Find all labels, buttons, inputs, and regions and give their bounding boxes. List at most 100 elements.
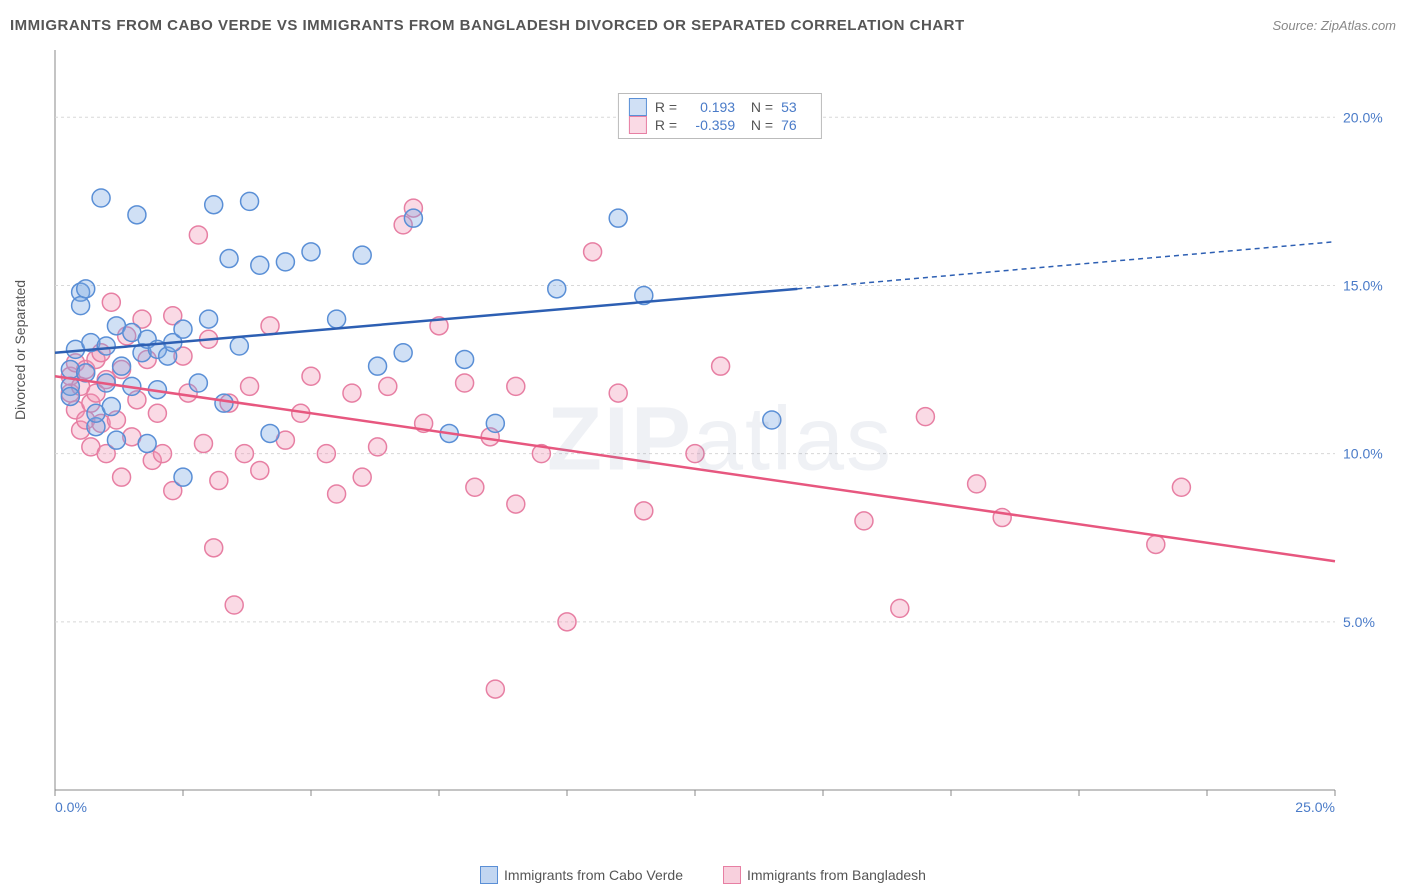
legend-swatch — [629, 98, 647, 116]
y-tick-label: 20.0% — [1343, 109, 1383, 125]
r-value: 0.193 — [685, 99, 735, 115]
x-tick-label: 0.0% — [55, 799, 87, 815]
chart-title: IMMIGRANTS FROM CABO VERDE VS IMMIGRANTS… — [10, 17, 965, 34]
correlation-legend: R = 0.193 N = 53 R = -0.359 N = 76 — [618, 93, 822, 139]
data-point — [855, 512, 873, 530]
r-value: -0.359 — [685, 117, 735, 133]
data-point — [174, 468, 192, 486]
data-point — [916, 408, 934, 426]
data-point — [317, 445, 335, 463]
data-point — [128, 206, 146, 224]
n-label: N = — [743, 99, 773, 115]
data-point — [328, 485, 346, 503]
data-point — [486, 680, 504, 698]
data-point — [891, 599, 909, 617]
data-point — [394, 344, 412, 362]
chart-area: 5.0%10.0%15.0%20.0%0.0%25.0% ZIPatlas R … — [50, 45, 1390, 835]
data-point — [353, 468, 371, 486]
x-tick-label: 25.0% — [1295, 799, 1335, 815]
n-value: 76 — [781, 117, 811, 133]
data-point — [200, 310, 218, 328]
data-point — [205, 539, 223, 557]
data-point — [404, 209, 422, 227]
trend-line-extrapolated — [797, 242, 1335, 289]
y-tick-label: 5.0% — [1343, 614, 1375, 630]
n-value: 53 — [781, 99, 811, 115]
data-point — [225, 596, 243, 614]
data-point — [251, 461, 269, 479]
data-point — [261, 317, 279, 335]
data-point — [107, 431, 125, 449]
legend-row: R = 0.193 N = 53 — [629, 98, 811, 116]
data-point — [379, 377, 397, 395]
data-point — [241, 377, 259, 395]
data-point — [609, 384, 627, 402]
y-tick-label: 10.0% — [1343, 446, 1383, 462]
data-point — [77, 280, 95, 298]
data-point — [968, 475, 986, 493]
r-label: R = — [655, 117, 677, 133]
data-point — [486, 414, 504, 432]
data-point — [1147, 535, 1165, 553]
data-point — [558, 613, 576, 631]
data-point — [466, 478, 484, 496]
n-label: N = — [743, 117, 773, 133]
data-point — [210, 472, 228, 490]
data-point — [72, 297, 90, 315]
data-point — [230, 337, 248, 355]
data-point — [189, 226, 207, 244]
data-point — [609, 209, 627, 227]
data-point — [369, 357, 387, 375]
scatter-chart: 5.0% 10.0% 15.0% 20.0% 0.0% 25.0% — [50, 45, 1390, 835]
data-point — [235, 445, 253, 463]
legend-label: Immigrants from Cabo Verde — [504, 867, 683, 883]
data-point — [302, 243, 320, 261]
data-point — [548, 280, 566, 298]
data-point — [302, 367, 320, 385]
legend-row: R = -0.359 N = 76 — [629, 116, 811, 134]
data-point — [174, 320, 192, 338]
data-point — [261, 424, 279, 442]
data-point — [686, 445, 704, 463]
data-point — [113, 357, 131, 375]
data-point — [456, 374, 474, 392]
r-label: R = — [655, 99, 677, 115]
legend-label: Immigrants from Bangladesh — [747, 867, 926, 883]
data-point — [241, 192, 259, 210]
data-point — [138, 435, 156, 453]
data-point — [507, 495, 525, 513]
chart-source: Source: ZipAtlas.com — [1272, 18, 1396, 33]
data-point — [343, 384, 361, 402]
legend-swatch — [723, 866, 741, 884]
data-point — [61, 387, 79, 405]
data-point — [215, 394, 233, 412]
data-point — [584, 243, 602, 261]
data-point — [763, 411, 781, 429]
legend-swatch — [480, 866, 498, 884]
data-point — [220, 250, 238, 268]
data-point — [276, 253, 294, 271]
data-point — [456, 350, 474, 368]
bottom-legend-item: Immigrants from Bangladesh — [723, 866, 926, 884]
data-point — [1172, 478, 1190, 496]
data-point — [353, 246, 371, 264]
data-point — [113, 468, 131, 486]
data-point — [507, 377, 525, 395]
data-point — [148, 404, 166, 422]
data-point — [154, 445, 172, 463]
data-point — [328, 310, 346, 328]
data-point — [92, 189, 110, 207]
data-point — [102, 293, 120, 311]
data-point — [189, 374, 207, 392]
bottom-legend: Immigrants from Cabo Verde Immigrants fro… — [0, 866, 1406, 884]
data-point — [369, 438, 387, 456]
y-axis-label: Divorced or Separated — [12, 280, 28, 420]
y-tick-label: 15.0% — [1343, 277, 1383, 293]
data-point — [194, 435, 212, 453]
data-point — [97, 337, 115, 355]
data-point — [712, 357, 730, 375]
data-point — [635, 502, 653, 520]
data-point — [102, 398, 120, 416]
legend-swatch — [629, 116, 647, 134]
data-point — [251, 256, 269, 274]
